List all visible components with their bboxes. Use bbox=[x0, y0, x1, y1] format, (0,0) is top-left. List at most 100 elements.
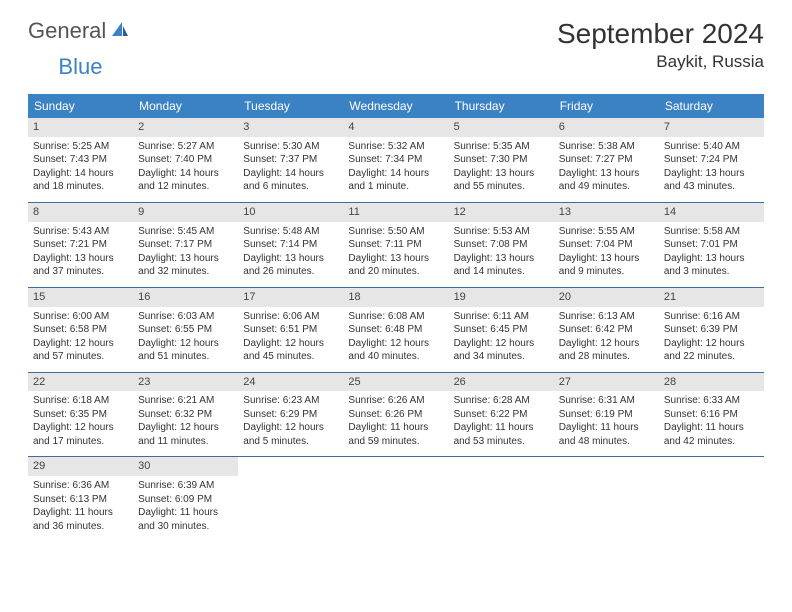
sunrise-text: Sunrise: 6:26 AM bbox=[348, 394, 443, 408]
sunset-text: Sunset: 7:04 PM bbox=[559, 238, 654, 252]
sunrise-text: Sunrise: 6:39 AM bbox=[138, 479, 233, 493]
daylight-text: Daylight: 12 hours and 28 minutes. bbox=[559, 337, 654, 364]
sunset-text: Sunset: 7:11 PM bbox=[348, 238, 443, 252]
daylight-text: Daylight: 12 hours and 22 minutes. bbox=[664, 337, 759, 364]
day-number: 5 bbox=[449, 118, 554, 137]
day-number: 20 bbox=[554, 288, 659, 307]
sunrise-text: Sunrise: 5:38 AM bbox=[559, 140, 654, 154]
sunrise-text: Sunrise: 6:36 AM bbox=[33, 479, 128, 493]
sunrise-text: Sunrise: 6:21 AM bbox=[138, 394, 233, 408]
calendar-cell: 11Sunrise: 5:50 AMSunset: 7:11 PMDayligh… bbox=[343, 203, 448, 287]
day-header-tuesday: Tuesday bbox=[238, 94, 343, 118]
sunrise-text: Sunrise: 5:45 AM bbox=[138, 225, 233, 239]
sunrise-text: Sunrise: 5:58 AM bbox=[664, 225, 759, 239]
week-row: 1Sunrise: 5:25 AMSunset: 7:43 PMDaylight… bbox=[28, 118, 764, 203]
calendar-cell: 23Sunrise: 6:21 AMSunset: 6:32 PMDayligh… bbox=[133, 373, 238, 457]
calendar-cell: 12Sunrise: 5:53 AMSunset: 7:08 PMDayligh… bbox=[449, 203, 554, 287]
daylight-text: Daylight: 13 hours and 32 minutes. bbox=[138, 252, 233, 279]
sunrise-text: Sunrise: 6:06 AM bbox=[243, 310, 338, 324]
daylight-text: Daylight: 13 hours and 14 minutes. bbox=[454, 252, 549, 279]
sunset-text: Sunset: 6:26 PM bbox=[348, 408, 443, 422]
sunset-text: Sunset: 6:39 PM bbox=[664, 323, 759, 337]
day-number: 29 bbox=[28, 457, 133, 476]
location: Baykit, Russia bbox=[557, 52, 764, 72]
sunset-text: Sunset: 6:45 PM bbox=[454, 323, 549, 337]
sunset-text: Sunset: 7:08 PM bbox=[454, 238, 549, 252]
sunrise-text: Sunrise: 5:55 AM bbox=[559, 225, 654, 239]
week-row: 29Sunrise: 6:36 AMSunset: 6:13 PMDayligh… bbox=[28, 457, 764, 541]
sunrise-text: Sunrise: 6:03 AM bbox=[138, 310, 233, 324]
daylight-text: Daylight: 12 hours and 57 minutes. bbox=[33, 337, 128, 364]
day-number: 11 bbox=[343, 203, 448, 222]
sunrise-text: Sunrise: 6:11 AM bbox=[454, 310, 549, 324]
sunrise-text: Sunrise: 6:28 AM bbox=[454, 394, 549, 408]
sunrise-text: Sunrise: 6:00 AM bbox=[33, 310, 128, 324]
daylight-text: Daylight: 12 hours and 34 minutes. bbox=[454, 337, 549, 364]
daylight-text: Daylight: 12 hours and 17 minutes. bbox=[33, 421, 128, 448]
daylight-text: Daylight: 11 hours and 42 minutes. bbox=[664, 421, 759, 448]
sunrise-text: Sunrise: 6:13 AM bbox=[559, 310, 654, 324]
sunrise-text: Sunrise: 6:23 AM bbox=[243, 394, 338, 408]
sunset-text: Sunset: 7:43 PM bbox=[33, 153, 128, 167]
daylight-text: Daylight: 13 hours and 43 minutes. bbox=[664, 167, 759, 194]
sunset-text: Sunset: 6:22 PM bbox=[454, 408, 549, 422]
sunrise-text: Sunrise: 6:08 AM bbox=[348, 310, 443, 324]
daylight-text: Daylight: 12 hours and 11 minutes. bbox=[138, 421, 233, 448]
day-headers: SundayMondayTuesdayWednesdayThursdayFrid… bbox=[28, 94, 764, 118]
month-title: September 2024 bbox=[557, 18, 764, 50]
day-number: 6 bbox=[554, 118, 659, 137]
calendar-cell: 14Sunrise: 5:58 AMSunset: 7:01 PMDayligh… bbox=[659, 203, 764, 287]
day-number: 30 bbox=[133, 457, 238, 476]
calendar-cell: 7Sunrise: 5:40 AMSunset: 7:24 PMDaylight… bbox=[659, 118, 764, 202]
sunrise-text: Sunrise: 5:43 AM bbox=[33, 225, 128, 239]
daylight-text: Daylight: 12 hours and 40 minutes. bbox=[348, 337, 443, 364]
calendar-cell: 16Sunrise: 6:03 AMSunset: 6:55 PMDayligh… bbox=[133, 288, 238, 372]
logo: General bbox=[28, 18, 130, 44]
day-header-wednesday: Wednesday bbox=[343, 94, 448, 118]
calendar-cell: 4Sunrise: 5:32 AMSunset: 7:34 PMDaylight… bbox=[343, 118, 448, 202]
day-number: 10 bbox=[238, 203, 343, 222]
calendar: SundayMondayTuesdayWednesdayThursdayFrid… bbox=[28, 94, 764, 541]
sunset-text: Sunset: 6:48 PM bbox=[348, 323, 443, 337]
daylight-text: Daylight: 12 hours and 45 minutes. bbox=[243, 337, 338, 364]
daylight-text: Daylight: 11 hours and 53 minutes. bbox=[454, 421, 549, 448]
calendar-cell: 18 Sunrise: 6:08 AMSunset: 6:48 PMDayligh… bbox=[343, 288, 448, 372]
day-number: 25 bbox=[343, 373, 448, 392]
sunset-text: Sunset: 7:27 PM bbox=[559, 153, 654, 167]
daylight-text: Daylight: 12 hours and 51 minutes. bbox=[138, 337, 233, 364]
calendar-cell: 6Sunrise: 5:38 AMSunset: 7:27 PMDaylight… bbox=[554, 118, 659, 202]
day-number: 8 bbox=[28, 203, 133, 222]
sunrise-text: Sunrise: 5:48 AM bbox=[243, 225, 338, 239]
day-number: 12 bbox=[449, 203, 554, 222]
day-number: 19 bbox=[449, 288, 554, 307]
daylight-text: Daylight: 11 hours and 48 minutes. bbox=[559, 421, 654, 448]
day-number: 22 bbox=[28, 373, 133, 392]
sunset-text: Sunset: 6:32 PM bbox=[138, 408, 233, 422]
day-number: 7 bbox=[659, 118, 764, 137]
sunset-text: Sunset: 6:19 PM bbox=[559, 408, 654, 422]
sunset-text: Sunset: 7:14 PM bbox=[243, 238, 338, 252]
daylight-text: Daylight: 14 hours and 1 minute. bbox=[348, 167, 443, 194]
day-number: 3 bbox=[238, 118, 343, 137]
week-row: 8Sunrise: 5:43 AMSunset: 7:21 PMDaylight… bbox=[28, 203, 764, 288]
sunset-text: Sunset: 6:09 PM bbox=[138, 493, 233, 507]
sunrise-text: Sunrise: 5:35 AM bbox=[454, 140, 549, 154]
sunrise-text: Sunrise: 6:16 AM bbox=[664, 310, 759, 324]
day-number: 9 bbox=[133, 203, 238, 222]
daylight-text: Daylight: 13 hours and 20 minutes. bbox=[348, 252, 443, 279]
day-number: 18 bbox=[343, 288, 448, 307]
sunset-text: Sunset: 6:42 PM bbox=[559, 323, 654, 337]
sunset-text: Sunset: 7:34 PM bbox=[348, 153, 443, 167]
sunrise-text: Sunrise: 5:27 AM bbox=[138, 140, 233, 154]
calendar-cell: 10Sunrise: 5:48 AMSunset: 7:14 PMDayligh… bbox=[238, 203, 343, 287]
calendar-cell bbox=[659, 457, 764, 541]
day-header-saturday: Saturday bbox=[659, 94, 764, 118]
title-block: September 2024 Baykit, Russia bbox=[557, 18, 764, 72]
daylight-text: Daylight: 11 hours and 36 minutes. bbox=[33, 506, 128, 533]
calendar-cell: 30Sunrise: 6:39 AMSunset: 6:09 PMDayligh… bbox=[133, 457, 238, 541]
calendar-cell: 19 Sunrise: 6:11 AMSunset: 6:45 PMDayligh… bbox=[449, 288, 554, 372]
calendar-cell: 20 Sunrise: 6:13 AMSunset: 6:42 PMDayligh… bbox=[554, 288, 659, 372]
calendar-cell: 13Sunrise: 5:55 AMSunset: 7:04 PMDayligh… bbox=[554, 203, 659, 287]
calendar-cell: 24Sunrise: 6:23 AMSunset: 6:29 PMDayligh… bbox=[238, 373, 343, 457]
calendar-cell: 29Sunrise: 6:36 AMSunset: 6:13 PMDayligh… bbox=[28, 457, 133, 541]
